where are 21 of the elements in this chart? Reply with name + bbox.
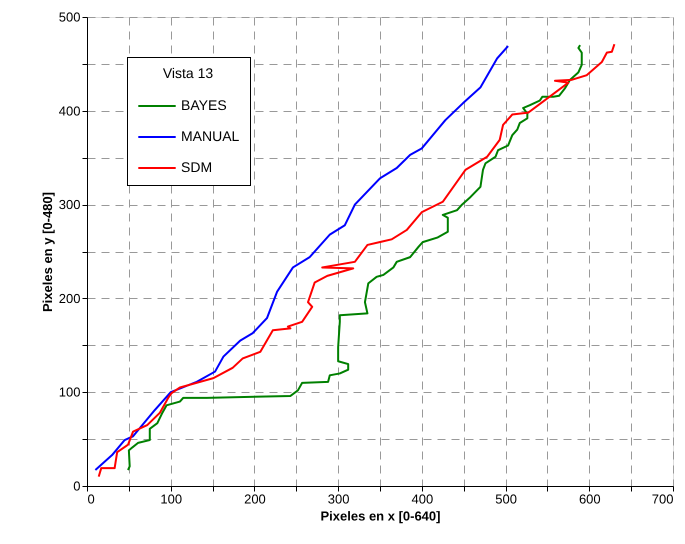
- y-axis-title: Pixeles en y [0-480]: [40, 192, 55, 312]
- x-tick-label: 400: [412, 492, 434, 506]
- y-tick-label: 500: [58, 10, 80, 24]
- y-tick-label: 300: [58, 197, 80, 212]
- x-tick-label: 500: [495, 492, 517, 506]
- y-tick-label: 0: [73, 478, 80, 494]
- legend-label: BAYES: [181, 97, 227, 113]
- y-tick-label: 400: [58, 103, 80, 118]
- legend-label: SDM: [181, 159, 212, 175]
- x-tick-label: 300: [328, 492, 350, 506]
- legend-title: Vista 13: [162, 65, 214, 81]
- x-tick-label: 200: [244, 492, 266, 506]
- y-tick-label: 100: [58, 384, 80, 400]
- x-axis-title: Pixeles en x [0-640]: [320, 508, 440, 524]
- x-tick-label: 0: [88, 492, 95, 506]
- y-tick-label: 200: [58, 290, 80, 306]
- x-tick-label: 600: [578, 492, 601, 506]
- line-series: [94, 45, 510, 472]
- x-tick-label: 700: [652, 492, 674, 506]
- x-tick-label: 100: [160, 492, 182, 506]
- legend-label: MANUAL: [181, 128, 240, 144]
